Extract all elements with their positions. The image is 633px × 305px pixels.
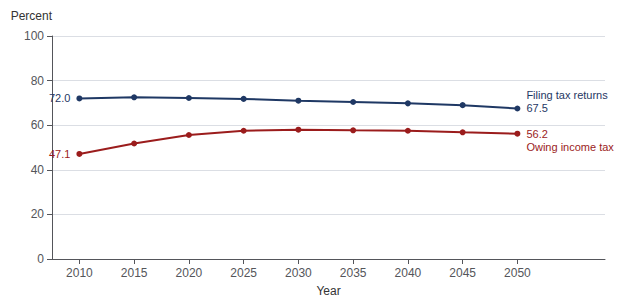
svg-text:20: 20 bbox=[31, 207, 45, 221]
svg-text:72.0: 72.0 bbox=[49, 92, 70, 104]
svg-text:0: 0 bbox=[37, 252, 44, 266]
svg-text:67.5: 67.5 bbox=[526, 102, 547, 114]
svg-text:40: 40 bbox=[31, 163, 45, 177]
svg-text:2045: 2045 bbox=[449, 266, 476, 280]
svg-text:47.1: 47.1 bbox=[49, 148, 70, 160]
svg-text:2030: 2030 bbox=[285, 266, 312, 280]
svg-text:2020: 2020 bbox=[176, 266, 203, 280]
svg-text:80: 80 bbox=[31, 74, 45, 88]
svg-text:2025: 2025 bbox=[230, 266, 257, 280]
svg-text:Filing tax returns: Filing tax returns bbox=[526, 89, 608, 101]
svg-text:Year: Year bbox=[316, 284, 340, 298]
svg-text:2050: 2050 bbox=[504, 266, 531, 280]
svg-text:56.2: 56.2 bbox=[526, 128, 547, 140]
svg-text:2035: 2035 bbox=[340, 266, 367, 280]
svg-text:100: 100 bbox=[24, 29, 44, 43]
svg-text:2015: 2015 bbox=[121, 266, 148, 280]
svg-text:Percent: Percent bbox=[11, 9, 53, 23]
svg-text:60: 60 bbox=[31, 118, 45, 132]
svg-text:2040: 2040 bbox=[395, 266, 422, 280]
svg-text:Owing income tax: Owing income tax bbox=[526, 141, 614, 153]
svg-text:2010: 2010 bbox=[66, 266, 93, 280]
